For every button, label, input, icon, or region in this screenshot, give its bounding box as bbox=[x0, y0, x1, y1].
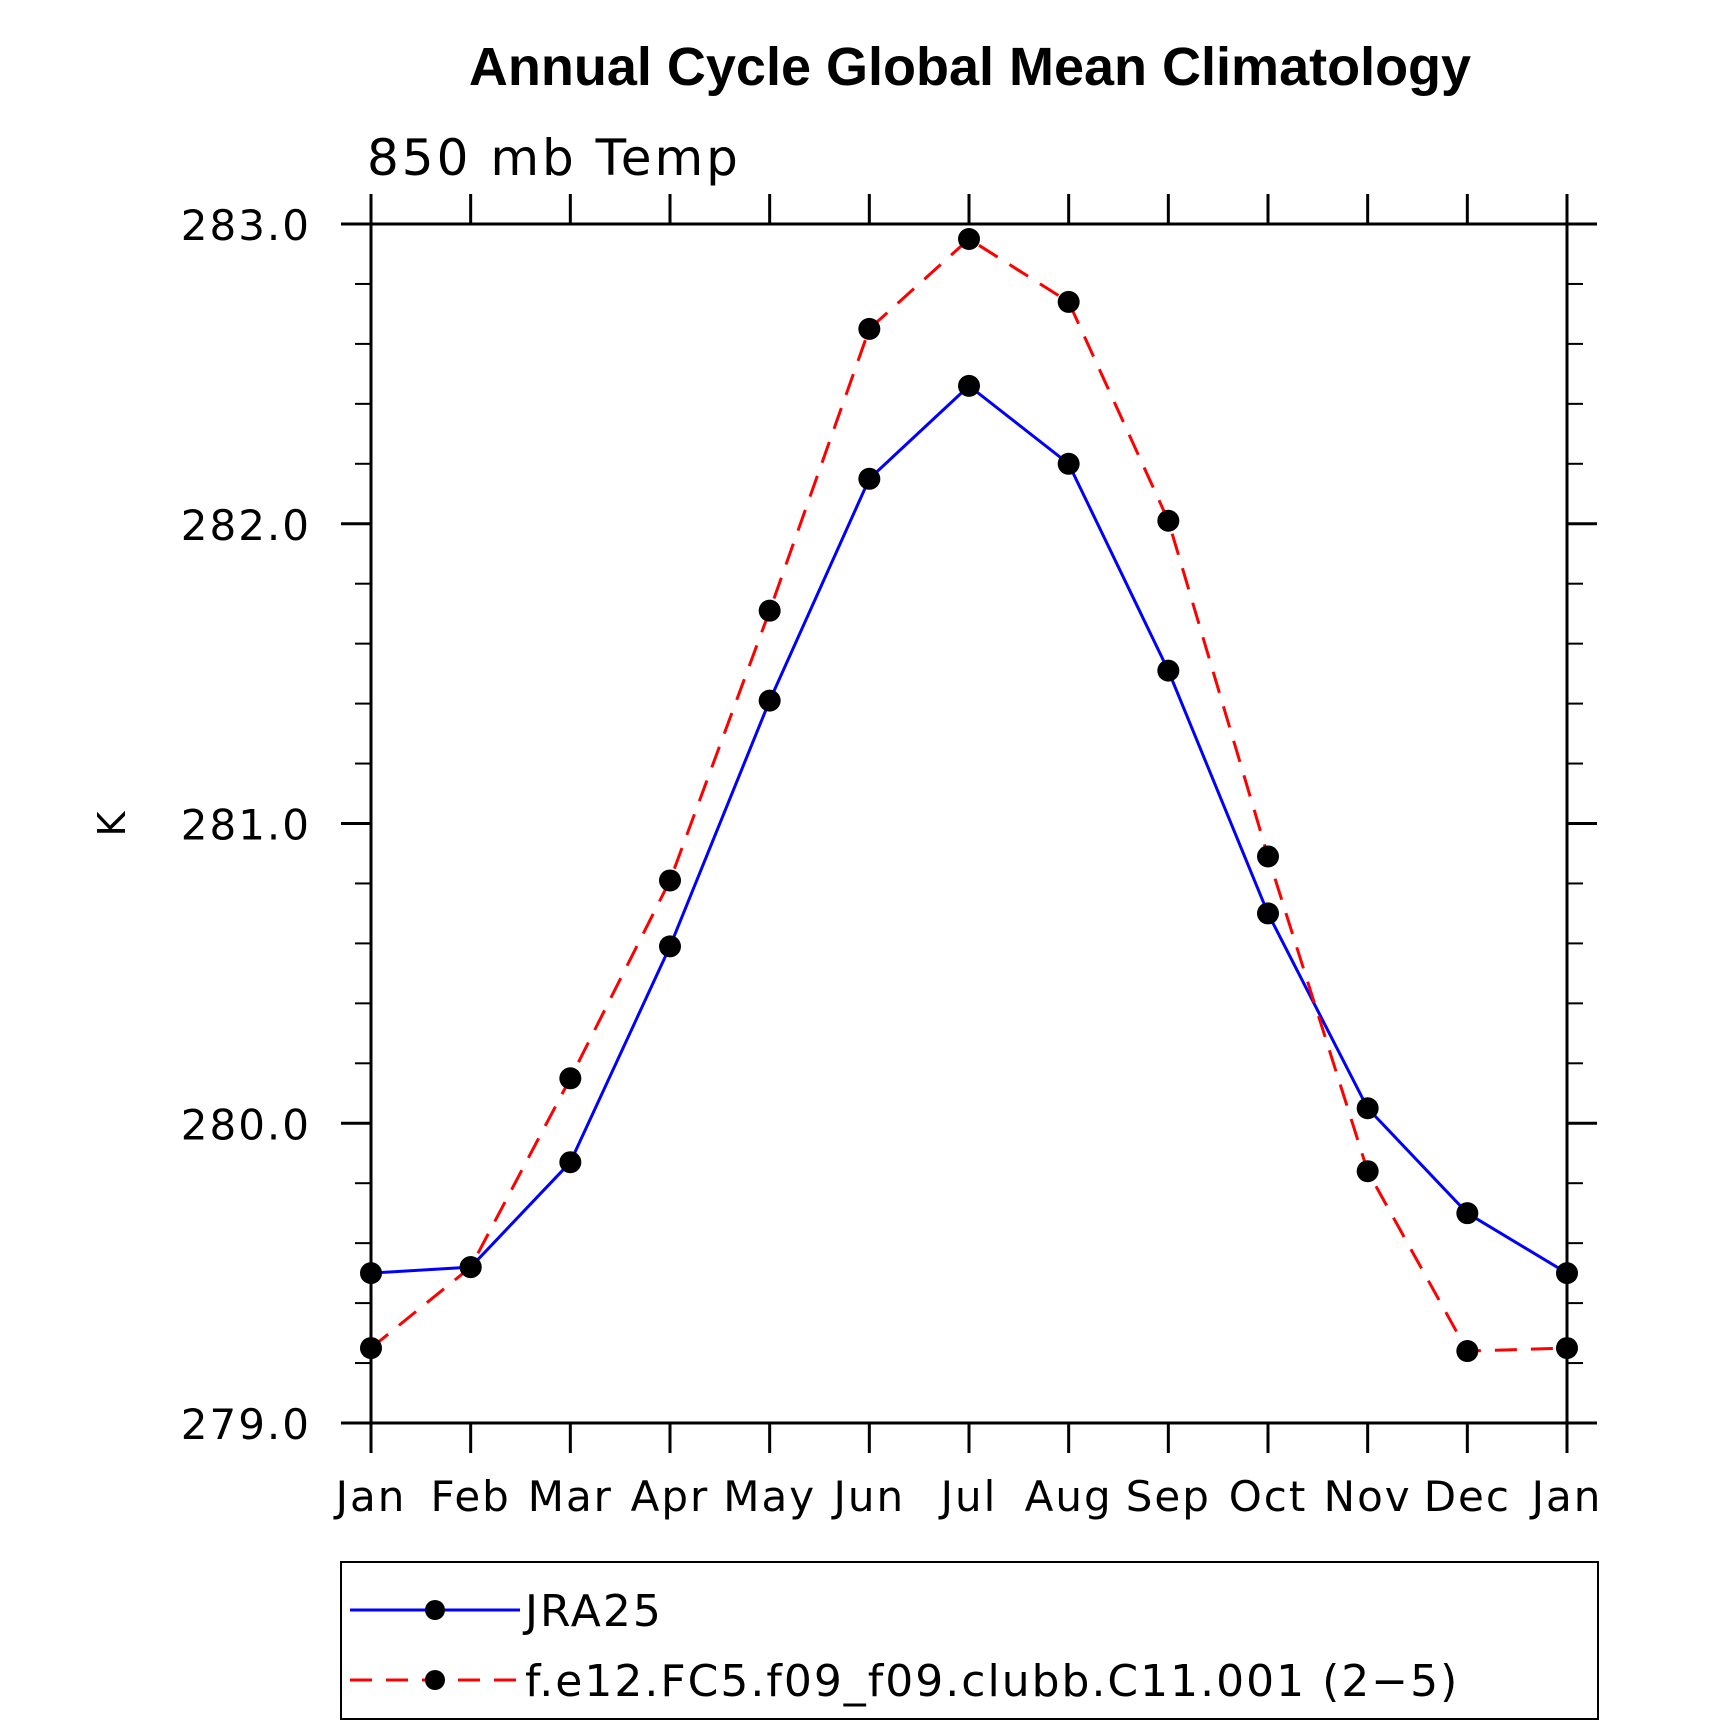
data-point bbox=[1057, 452, 1080, 475]
y-tick-label: 283.0 bbox=[181, 201, 311, 250]
x-tick-label: Jul bbox=[938, 1472, 998, 1521]
data-point bbox=[1257, 902, 1279, 925]
data-point bbox=[1356, 1160, 1379, 1183]
data-point bbox=[1556, 1337, 1578, 1360]
y-tick-label: 279.0 bbox=[181, 1400, 311, 1449]
data-point bbox=[1456, 1340, 1479, 1363]
legend-entries: JRA25 f.e12.FC5.f09_f09.clubb.C11.001 (2−… bbox=[350, 1586, 1459, 1707]
data-point bbox=[1456, 1202, 1479, 1225]
x-tick-label: Oct bbox=[1229, 1472, 1308, 1521]
y-tick-label: 282.0 bbox=[181, 501, 311, 550]
series-2 bbox=[360, 227, 1578, 1363]
data-point bbox=[958, 227, 980, 250]
x-tick-label: Sep bbox=[1126, 1472, 1211, 1521]
data-point bbox=[858, 467, 881, 490]
legend-label: f.e12.FC5.f09_f09.clubb.C11.001 (2−5) bbox=[525, 1656, 1459, 1707]
legend-box bbox=[340, 1561, 1599, 1720]
plot-border bbox=[369, 222, 1569, 1425]
data-point bbox=[758, 689, 781, 712]
data-point bbox=[1057, 290, 1080, 313]
data-point bbox=[1157, 659, 1180, 682]
x-tick-label: Aug bbox=[1025, 1472, 1113, 1521]
x-tick-label: Apr bbox=[631, 1472, 710, 1521]
data-point bbox=[659, 935, 681, 958]
data-point bbox=[1556, 1262, 1578, 1285]
x-tick-label: Jan bbox=[333, 1472, 407, 1521]
x-tick-label: Dec bbox=[1424, 1472, 1511, 1521]
data-point bbox=[559, 1067, 582, 1090]
y-tick-label: 280.0 bbox=[181, 1100, 311, 1149]
data-point bbox=[559, 1151, 582, 1174]
series-line-1 bbox=[370, 383, 1568, 1275]
x-tick-label: Jan bbox=[1529, 1472, 1603, 1521]
data-point bbox=[659, 869, 681, 892]
chart-subtitle: 850 mb Temp bbox=[367, 129, 741, 187]
x-tick-label: Nov bbox=[1324, 1472, 1412, 1521]
data-point bbox=[1257, 845, 1279, 868]
data-point bbox=[459, 1256, 482, 1279]
data-point bbox=[858, 317, 881, 340]
y-axis-label: K bbox=[90, 810, 134, 836]
data-point bbox=[758, 599, 781, 622]
series-1 bbox=[360, 374, 1578, 1285]
x-tick-label: Feb bbox=[430, 1472, 510, 1521]
y-tick-label: 281.0 bbox=[181, 801, 311, 850]
x-tick-label: Mar bbox=[528, 1472, 613, 1521]
legend-marker bbox=[425, 1670, 445, 1690]
data-point bbox=[1356, 1097, 1379, 1120]
x-tick-label: Jun bbox=[831, 1472, 906, 1521]
axis-tick-labels: Jan Feb Mar Apr May Jun Jul Aug Sep Oct Nov Dec Jan 2… bbox=[181, 201, 1603, 1521]
data-point bbox=[958, 374, 980, 397]
chart-title: Annual Cycle Global Mean Climatology bbox=[469, 37, 1471, 97]
legend-entry-1: JRA25 bbox=[350, 1586, 663, 1637]
axis-ticks bbox=[341, 194, 1597, 1453]
legend-entry-2: f.e12.FC5.f09_f09.clubb.C11.001 (2−5) bbox=[350, 1656, 1459, 1707]
legend-marker bbox=[425, 1600, 445, 1620]
plot-frame bbox=[369, 222, 1569, 1425]
data-point bbox=[1157, 509, 1180, 532]
series-layer bbox=[360, 227, 1578, 1363]
data-point bbox=[360, 1262, 382, 1285]
legend: JRA25 f.e12.FC5.f09_f09.clubb.C11.001 (2−… bbox=[340, 1561, 1599, 1720]
x-tick-label: May bbox=[723, 1472, 816, 1521]
legend-label: JRA25 bbox=[522, 1586, 663, 1637]
data-point bbox=[360, 1337, 382, 1360]
